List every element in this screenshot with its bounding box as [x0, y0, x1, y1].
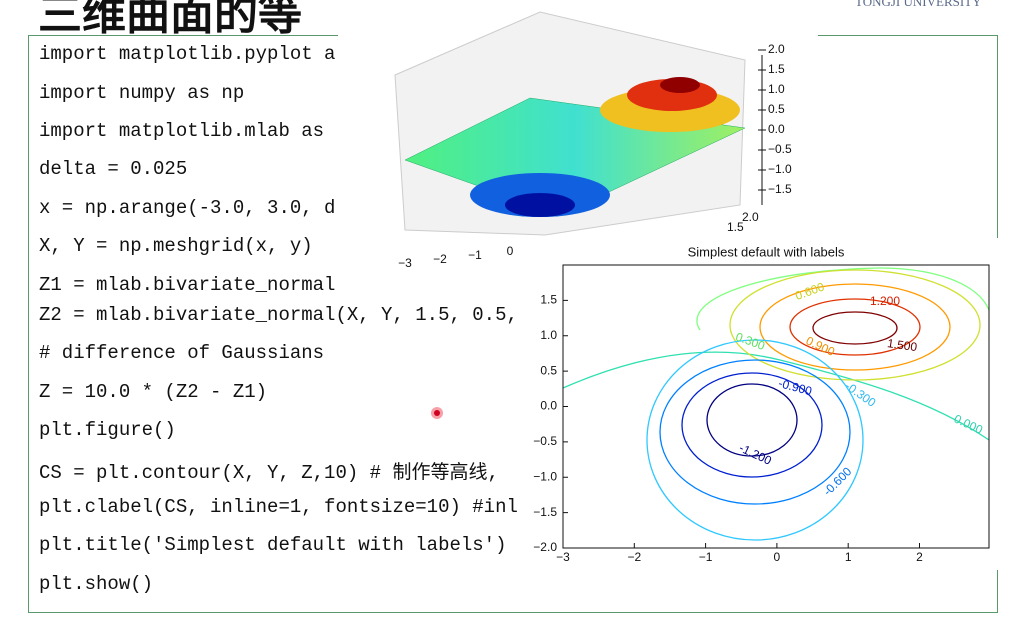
y-tick-label: −1.5: [533, 505, 557, 519]
code-line: plt.title('Simplest default with labels'…: [39, 534, 507, 556]
x-tick-label: −3: [398, 256, 412, 270]
code-line: import matplotlib.mlab as: [39, 120, 325, 142]
contour-label: 1.200: [870, 294, 900, 308]
x-tick-label: −2: [433, 252, 447, 266]
x-tick-label: −2: [627, 550, 641, 564]
z-tick-label: 0.0: [768, 122, 785, 136]
y-tick-label: 1.0: [540, 328, 557, 342]
x-tick-label: −3: [556, 550, 570, 564]
code-line: import matplotlib.pyplot a: [39, 43, 336, 65]
code-line: delta = 0.025: [39, 158, 188, 180]
code-line: Z2 = mlab.bivariate_normal(X, Y, 1.5, 0.…: [39, 304, 518, 326]
contours: [563, 267, 989, 541]
y-tick-label: 1.5: [540, 293, 557, 307]
y-tick-label: 0.5: [540, 363, 557, 377]
surface-dip: [505, 193, 575, 217]
code-line: CS = plt.contour(X, Y, Z,10) # 制作等高线,: [39, 462, 499, 484]
y-tick-label: 1.5: [727, 220, 744, 234]
y-tick-label: −2.0: [533, 540, 557, 554]
code-line: Z = 10.0 * (Z2 - Z1): [39, 381, 268, 403]
surface-panel: [338, 238, 520, 290]
x-tick-label: 2: [916, 550, 923, 564]
code-line: plt.figure(): [39, 419, 176, 441]
x-tick-label: −1: [699, 550, 713, 564]
code-line: import numpy as np: [39, 82, 245, 104]
z-tick-label: −0.5: [768, 142, 792, 156]
y-tick-label: 0.0: [540, 399, 557, 413]
code-line: plt.clabel(CS, inline=1, fontsize=10) #i…: [39, 496, 518, 518]
z-tick-label: 2.0: [768, 42, 785, 56]
code-line: x = np.arange(-3.0, 3.0, d: [39, 197, 336, 219]
z-tick-label: 0.5: [768, 102, 785, 116]
surface-peak: [660, 77, 700, 93]
code-line: X, Y = np.meshgrid(x, y): [39, 235, 313, 257]
laser-pointer: [434, 410, 440, 416]
code-line: # difference of Gaussians: [39, 342, 325, 364]
x-tick-label: −1: [468, 248, 482, 262]
z-tick-label: 1.5: [768, 62, 785, 76]
contour-title: Simplest default with labels: [688, 244, 845, 259]
z-tick-label: −1.0: [768, 162, 792, 176]
contour-label: 1.500: [886, 336, 918, 354]
x-tick-label: 0: [507, 244, 514, 258]
slide-title: 三维曲面的等: [38, 0, 302, 40]
code-line: Z1 = mlab.bivariate_normal: [39, 274, 336, 296]
z-tick-label: 1.0: [768, 82, 785, 96]
x-tick-label: 1: [845, 550, 852, 564]
y-tick-label: −1.0: [533, 469, 557, 483]
y-tick-label: −0.5: [533, 434, 557, 448]
logo: TONGJI UNIVERSITY: [855, 0, 982, 9]
y-tick-label: 2.0: [742, 210, 759, 224]
code-line: plt.show(): [39, 573, 154, 595]
x-tick-label: 0: [774, 550, 781, 564]
z-tick-label: −1.5: [768, 182, 792, 196]
contour-panel: [520, 238, 1000, 570]
